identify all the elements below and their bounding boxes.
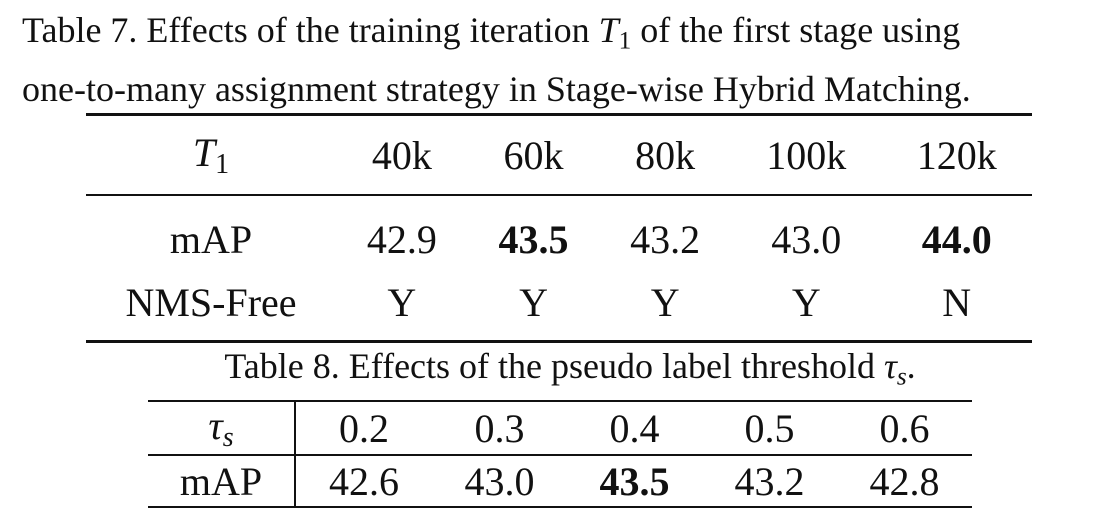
table7-cell: 42.9 (366, 216, 437, 262)
table8-row-label: mAP (148, 455, 296, 508)
table7-col-header: 60k (503, 132, 564, 178)
table8-col-header: 0.3 (431, 400, 567, 456)
table8-caption-suffix: . (906, 346, 916, 386)
table8-caption-prefix: Table 8. Effects of the pseudo label thr… (224, 346, 884, 386)
table7-caption-line2: one-to-many assignment strategy in Stage… (22, 69, 971, 110)
table7-col-header: 100k (766, 132, 847, 178)
table7-header-row: T1 40k 60k 80k 100k 120k (86, 114, 1032, 196)
table7-col-header: 40k (371, 132, 432, 178)
table8-cell-best: 43.5 (566, 455, 702, 508)
table7-cell: 43.2 (630, 216, 701, 262)
table7-caption-sub: 1 (618, 27, 632, 55)
table8-col-header: 0.4 (566, 400, 702, 456)
table8-header-var: τ (208, 403, 223, 448)
table8-col-header: 0.5 (701, 400, 837, 456)
table7-col-header: 120k (916, 132, 997, 178)
table8-cell: 43.2 (701, 455, 837, 508)
table7-header-var: T (192, 130, 216, 175)
table8-col-header: 0.2 (295, 400, 432, 456)
table7-header-label: T1 (86, 115, 336, 196)
table8-caption: Table 8. Effects of the pseudo label thr… (0, 344, 1120, 399)
table8: τs 0.2 0.3 0.4 0.5 0.6 mAP 42.6 43.0 43.… (148, 400, 972, 508)
table7-cell: Y (791, 279, 821, 325)
table7-caption-var: T (598, 10, 619, 50)
table8-header-row: τs 0.2 0.3 0.4 0.5 0.6 (148, 400, 972, 456)
table8-caption-var: τ (883, 346, 897, 386)
table8-cell: 42.8 (836, 455, 972, 508)
table8-header-label: τs (148, 400, 296, 456)
table7-row-nms-free: NMS-Free Y Y Y Y N (86, 274, 1032, 342)
table7: T1 40k 60k 80k 100k 120k mAP 42.9 43.5 4… (86, 113, 1032, 343)
table8-caption-sub: s (896, 363, 907, 391)
table7-caption: Table 7. Effects of the training iterati… (22, 6, 1112, 113)
table7-row-map: mAP 42.9 43.5 43.2 43.0 44.0 (86, 195, 1032, 274)
table8-header-sub: s (222, 422, 234, 453)
table7-row-label: mAP (169, 216, 253, 262)
table7-caption-suffix: of the first stage using (631, 10, 961, 50)
table7-header-sub: 1 (215, 149, 230, 180)
table7-cell: 43.0 (771, 216, 842, 262)
table8-cell: 43.0 (431, 455, 567, 508)
table8-row-map: mAP 42.6 43.0 43.5 43.2 42.8 (148, 455, 972, 508)
table7-cell: Y (387, 279, 417, 325)
table7-col-header: 80k (635, 132, 696, 178)
table8-col-header: 0.6 (836, 400, 972, 456)
table7-cell: N (942, 279, 972, 325)
table7-cell: Y (650, 279, 680, 325)
table7-cell: Y (519, 279, 548, 325)
table7-cell-best: 44.0 (921, 216, 992, 262)
table7-row-label: NMS-Free (125, 279, 297, 325)
table7-caption-prefix: Table 7. Effects of the training iterati… (22, 10, 599, 50)
table8-cell: 42.6 (295, 455, 432, 508)
table7-cell-best: 43.5 (498, 216, 569, 262)
